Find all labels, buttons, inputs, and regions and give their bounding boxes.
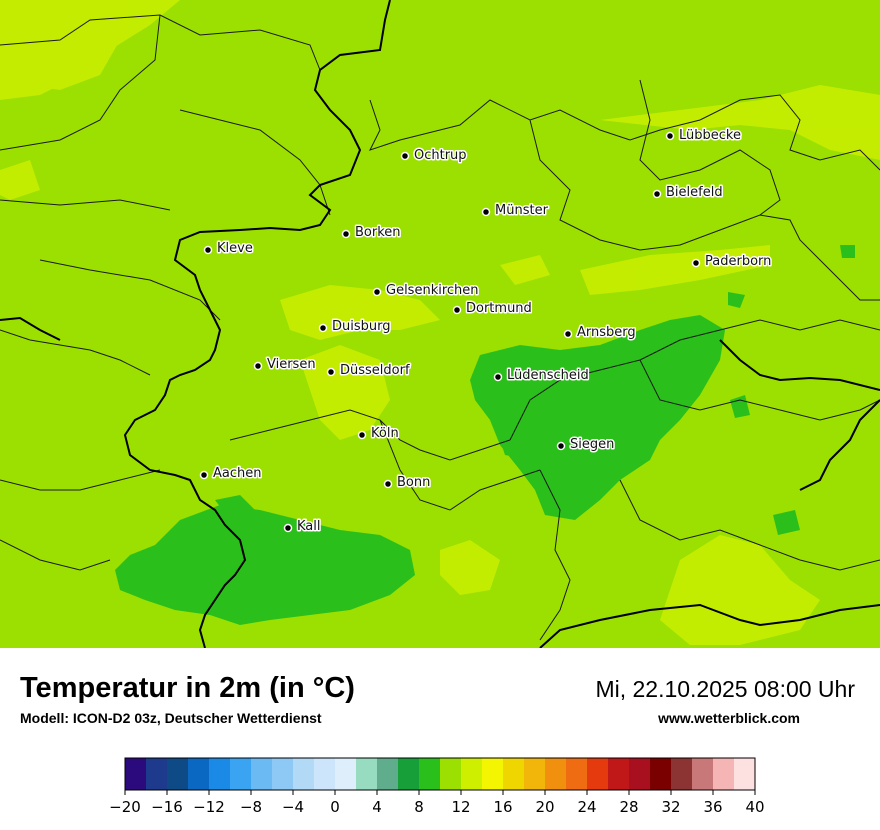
colorbar-tick-label: 40 (745, 798, 764, 816)
city-marker-bonn[interactable]: Bonn (383, 474, 432, 492)
colorbar-swatch (461, 758, 483, 790)
city-marker-duesseldorf[interactable]: Düsseldorf (326, 362, 411, 380)
colorbar-tick-label: 36 (703, 798, 722, 816)
city-label: Köln (371, 426, 399, 441)
city-marker-luedenscheid[interactable]: Lüdenscheid (493, 367, 590, 385)
city-label: Arnsberg (577, 325, 636, 340)
colorbar-tick-label: 20 (535, 798, 554, 816)
city-label: Lüdenscheid (507, 368, 589, 383)
colorbar-swatch (440, 758, 462, 790)
temperature-colorbar: −20 −16 −12 −8 −4 0 4 8 12 16 20 24 28 32 36 40 (109, 757, 765, 816)
city-label: Aachen (213, 466, 261, 481)
colorbar-swatch (188, 758, 210, 790)
colorbar-swatch (251, 758, 273, 790)
city-label: Ochtrup (414, 148, 467, 163)
colorbar-swatch (398, 758, 420, 790)
colorbar-tick-label: 32 (661, 798, 680, 816)
city-label: Münster (495, 203, 549, 218)
city-label: Kall (297, 519, 321, 534)
colorbar-tick-label: 28 (619, 798, 638, 816)
colorbar-tick-label: 4 (372, 798, 382, 816)
city-label: Paderborn (705, 254, 771, 269)
colorbar-swatches (125, 758, 756, 790)
colorbar-swatch (125, 758, 147, 790)
city-label: Duisburg (332, 319, 391, 334)
city-marker-ochtrup[interactable]: Ochtrup (400, 147, 468, 165)
city-marker-paderborn[interactable]: Paderborn (691, 253, 773, 271)
city-label: Siegen (570, 437, 614, 452)
city-marker-bielefeld[interactable]: Bielefeld (652, 184, 724, 202)
colorbar-swatch (377, 758, 399, 790)
city-label: Gelsenkirchen (386, 283, 479, 298)
colorbar-swatch (671, 758, 693, 790)
city-marker-kall[interactable]: Kall (283, 518, 322, 536)
city-marker-arnsberg[interactable]: Arnsberg (563, 324, 637, 342)
colorbar-tick-label: 8 (414, 798, 424, 816)
colorbar-swatch (167, 758, 189, 790)
city-marker-kleve[interactable]: Kleve (203, 240, 254, 258)
city-marker-siegen[interactable]: Siegen (556, 436, 616, 454)
colorbar-swatch (503, 758, 525, 790)
colorbar-swatch (608, 758, 630, 790)
colorbar-swatch (650, 758, 672, 790)
forecast-datetime: Mi, 22.10.2025 08:00 Uhr (595, 676, 855, 702)
colorbar-tick-label: −16 (151, 798, 183, 816)
colorbar-swatch (713, 758, 735, 790)
map-title: Temperatur in 2m (in °C) (20, 672, 355, 704)
city-label: Lübbecke (679, 128, 741, 143)
district-borders (0, 14, 880, 641)
colorbar-swatch (545, 758, 567, 790)
colorbar-swatch (314, 758, 336, 790)
colorbar-swatch (587, 758, 609, 790)
city-marker-gelsenkirchen[interactable]: Gelsenkirchen (372, 282, 480, 300)
colorbar-swatch (230, 758, 252, 790)
state-borders (0, 0, 880, 648)
city-marker-dortmund[interactable]: Dortmund (452, 300, 533, 318)
city-marker-duisburg[interactable]: Duisburg (318, 318, 392, 336)
colorbar-swatch (566, 758, 588, 790)
city-marker-luebbecke[interactable]: Lübbecke (665, 127, 742, 145)
colorbar-swatch (293, 758, 315, 790)
city-marker-borken[interactable]: Borken (341, 224, 402, 242)
city-label: Borken (355, 225, 401, 240)
city-label: Düsseldorf (340, 363, 410, 378)
colorbar-tick-label: 16 (493, 798, 512, 816)
colorbar-swatch (734, 758, 756, 790)
model-source: Modell: ICON-D2 03z, Deutscher Wetterdie… (20, 710, 322, 726)
temperature-map: Lübbecke Ochtrup Bielefeld Münster Borke… (0, 0, 880, 648)
colorbar-swatch (335, 758, 357, 790)
city-marker-viersen[interactable]: Viersen (253, 356, 317, 374)
colorbar-swatch (209, 758, 231, 790)
colorbar-swatch (482, 758, 504, 790)
city-marker-aachen[interactable]: Aachen (199, 465, 263, 483)
city-marker-koeln[interactable]: Köln (357, 425, 400, 443)
colorbar-tick-label: 0 (330, 798, 340, 816)
city-label: Dortmund (466, 301, 532, 316)
colorbar-swatch (524, 758, 546, 790)
colorbar-tick-label: −20 (109, 798, 141, 816)
colorbar-tick-label: 12 (451, 798, 470, 816)
colorbar-swatch (692, 758, 714, 790)
colorbar-swatch (419, 758, 441, 790)
temperature-zone-dark (115, 245, 855, 625)
colorbar-ticks: −20 −16 −12 −8 −4 0 4 8 12 16 20 24 28 32 36 40 (109, 790, 765, 816)
city-marker-muenster[interactable]: Münster (481, 202, 550, 220)
colorbar-swatch (356, 758, 378, 790)
colorbar-tick-label: 24 (577, 798, 596, 816)
website-link[interactable]: www.wetterblick.com (658, 710, 800, 726)
city-label: Viersen (267, 357, 316, 372)
colorbar-swatch (272, 758, 294, 790)
colorbar-frame (124, 757, 756, 791)
city-markers: Lübbecke Ochtrup Bielefeld Münster Borke… (199, 127, 773, 536)
colorbar-swatch (146, 758, 168, 790)
city-label: Kleve (217, 241, 253, 256)
colorbar-tick-label: −4 (282, 798, 304, 816)
colorbar-tick-label: −8 (240, 798, 262, 816)
colorbar-swatch (629, 758, 651, 790)
colorbar-tick-label: −12 (193, 798, 225, 816)
map-footer: Temperatur in 2m (in °C) Modell: ICON-D2… (0, 648, 880, 830)
city-label: Bonn (397, 475, 430, 490)
city-label: Bielefeld (666, 185, 723, 200)
